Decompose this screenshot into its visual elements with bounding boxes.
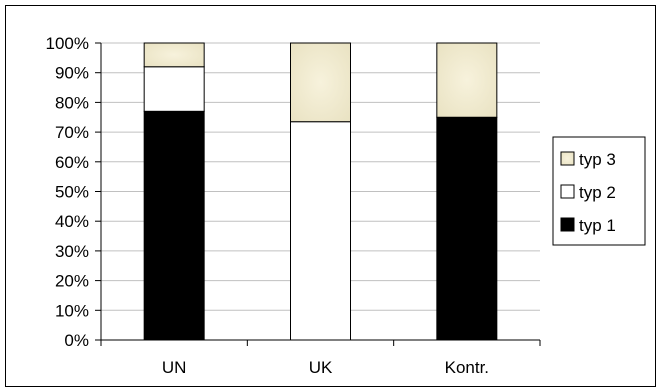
y-tick-label: 50% [55,183,89,202]
y-tick-label: 40% [55,212,89,231]
bar-segment-typ-1-2 [436,116,498,341]
y-tick-label: 70% [55,123,89,142]
legend-swatch-typ-2 [560,184,575,199]
y-tick-label: 0% [64,331,89,350]
bar-segment-typ-3-0 [143,42,205,68]
legend-swatch-typ-1 [560,217,575,232]
legend-label: typ 1 [579,216,616,235]
y-tick-label: 80% [55,93,89,112]
y-tick-label: 90% [55,64,89,83]
bar-segment-typ-3-2 [436,42,498,118]
legend-label: typ 2 [579,183,616,202]
x-tick-label: UK [309,358,333,377]
bar-segment-typ-1-0 [143,110,205,341]
x-tick-label: Kontr. [445,358,489,377]
bar-segment-typ-2-0 [143,66,205,112]
legend-label: typ 3 [579,150,616,169]
y-tick-label: 20% [55,272,89,291]
bars [143,42,498,341]
bar-segment-typ-3-1 [290,42,351,123]
y-tick-label: 30% [55,242,89,261]
y-tick-label: 60% [55,153,89,172]
legend-swatch-typ-3 [560,151,575,166]
y-tick-label: 10% [55,301,89,320]
y-tick-label: 100% [46,34,89,53]
legend: typ 3 typ 2 typ 1 [552,136,646,246]
bar-segment-typ-2-1 [290,121,351,341]
x-tick-label: UN [162,358,187,377]
